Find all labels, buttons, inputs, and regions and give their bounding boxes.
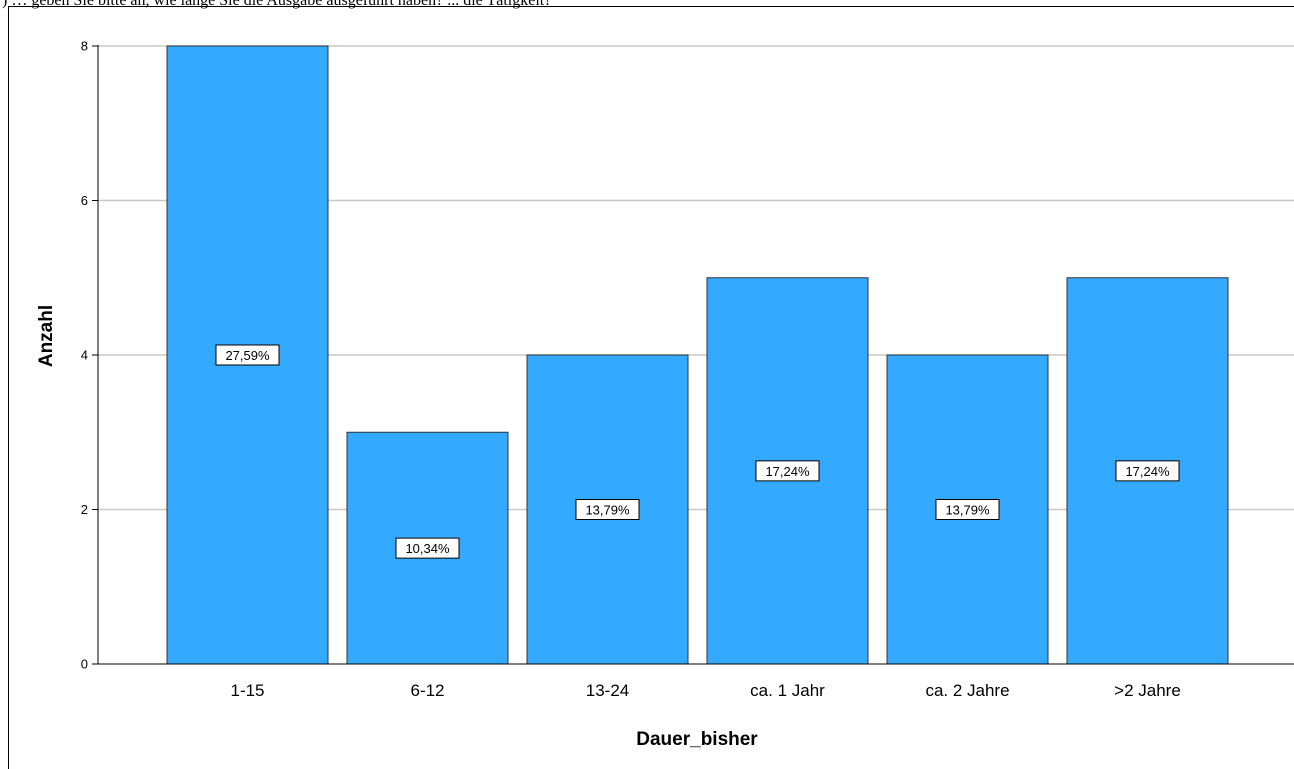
x-tick-label: ca. 2 Jahre [925,681,1009,700]
page-caption: ) … geben Sie bitte an, wie lange Sie di… [2,0,552,9]
data-label-box [395,537,460,559]
chart-frame [8,6,1294,769]
y-tick-label: 6 [81,193,88,208]
y-tick-label: 2 [81,502,88,517]
y-tick-labels: 0 2 4 6 8 [81,39,98,672]
data-label: 17,24% [1125,464,1170,479]
y-axis-title: Anzahl [36,305,57,367]
data-label: 27,59% [225,348,270,363]
x-tick-label: 13-24 [586,681,629,700]
bars [166,45,1229,665]
y-tick-label: 4 [81,348,88,363]
x-axis-title: Dauer_bisher [636,729,758,750]
x-tick-label: 6-12 [410,681,444,700]
data-label-box [575,499,640,520]
y-tick-label: 0 [81,657,88,672]
data-label: 13,79% [945,503,990,518]
data-label-box [215,344,280,366]
data-label-box [1115,460,1180,482]
x-tick-labels: 1-15 6-12 13-24 ca. 1 Jahr ca. 2 Jahre >2 Jah… [230,681,1180,700]
data-label-box [755,460,820,482]
x-tick-label: ca. 1 Jahr [750,681,825,700]
data-label: 13,79% [585,503,630,518]
data-label: 17,24% [765,464,810,479]
x-tick-label: 1-15 [230,681,264,700]
data-label-box [935,499,1000,520]
x-tick-label: >2 Jahre [1114,681,1181,700]
data-label: 10,34% [405,541,450,556]
data-labels: 27,59% 10,34% 13,79% 17,24% 13,79% 17,24% [215,344,1180,559]
y-tick-label: 8 [81,39,88,54]
